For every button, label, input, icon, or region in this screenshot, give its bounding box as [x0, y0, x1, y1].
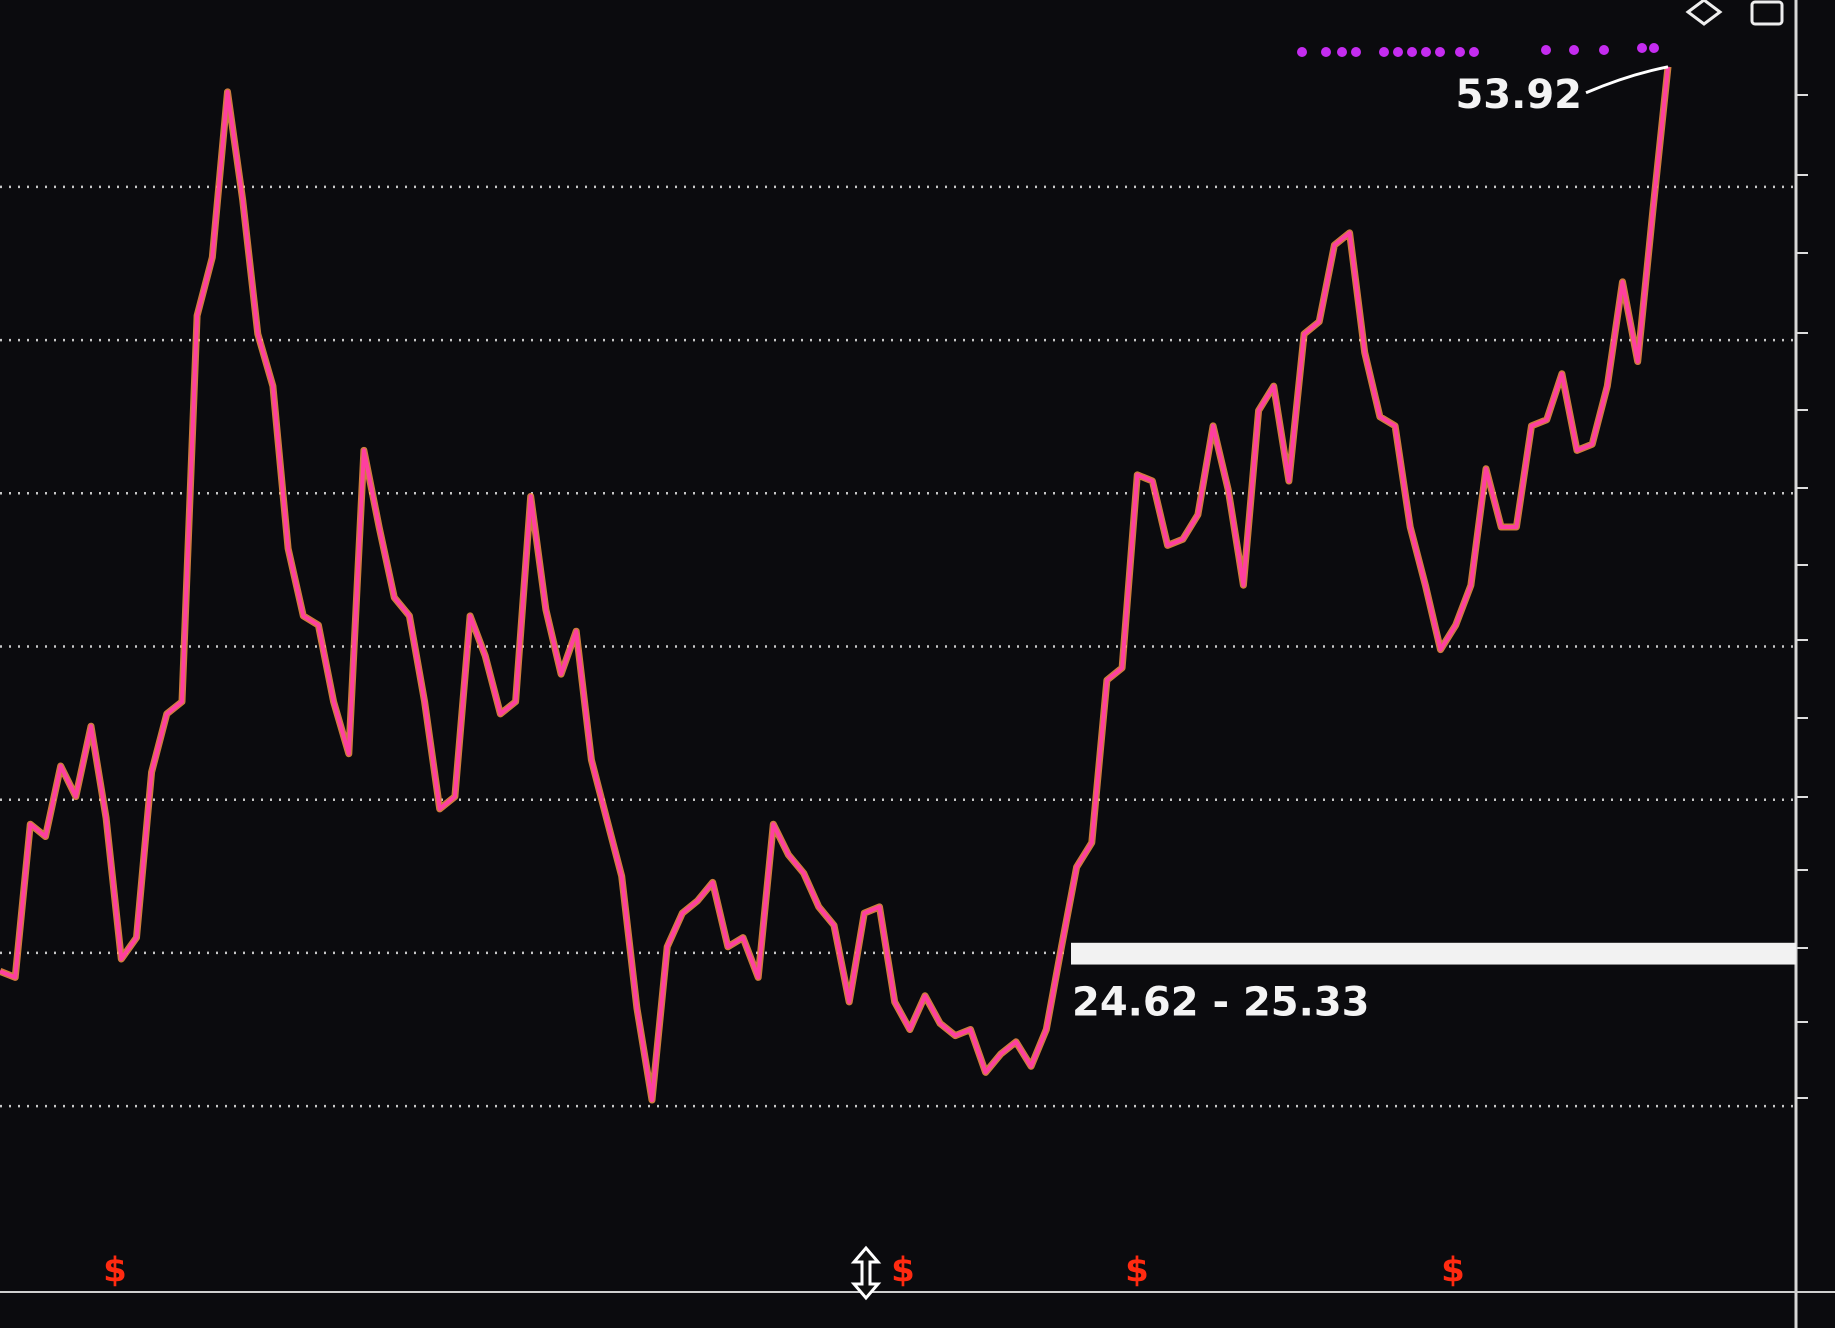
diamond-icon[interactable]: [1685, 0, 1723, 26]
window-icon[interactable]: [1750, 0, 1784, 26]
band-label: 24.62 - 25.33: [1072, 980, 1370, 1026]
line: [0, 66, 1670, 1102]
cursor-icon[interactable]: [850, 1245, 882, 1301]
dividend-marker: $: [103, 1251, 127, 1291]
dividend-marker: $: [891, 1251, 915, 1291]
last-value-pointer: [1585, 65, 1669, 95]
event-dots: [1297, 43, 1659, 57]
dividend-marker: $: [1441, 1251, 1465, 1291]
last-value-label: 53.92: [1455, 72, 1582, 118]
dividend-marker: $: [1125, 1251, 1149, 1291]
price-band: [1071, 942, 1796, 965]
axis-ticks: [1796, 94, 1808, 1099]
